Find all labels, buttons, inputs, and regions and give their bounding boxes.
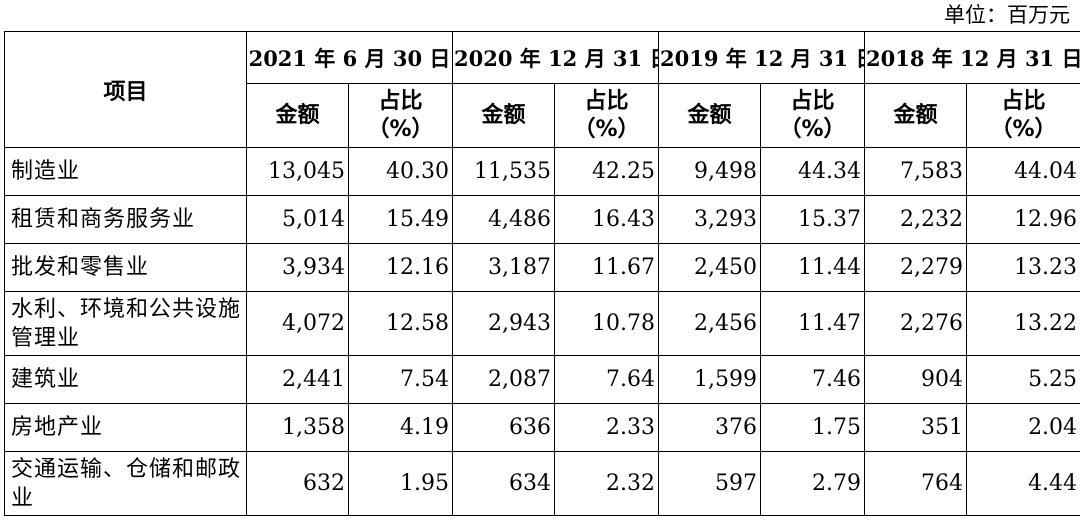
amount-cell: 597 xyxy=(658,451,762,516)
amount-header: 金额 xyxy=(452,83,555,148)
table-row: 批发和零售业 3,934 12.16 3,187 11.67 2,450 11.… xyxy=(4,243,1080,292)
ratio-cell: 2.33 xyxy=(553,403,660,452)
ratio-cell: 15.49 xyxy=(348,195,453,244)
amount-cell: 632 xyxy=(246,451,349,516)
amount-cell: 376 xyxy=(658,403,762,452)
ratio-header: 占比 （%） xyxy=(966,83,1080,148)
amount-cell: 904 xyxy=(864,355,968,404)
ratio-cell: 11.67 xyxy=(553,243,660,292)
ratio-cell: 4.44 xyxy=(966,451,1080,516)
industry-name: 水利、环境和公共设施管理业 xyxy=(4,291,247,356)
amount-cell: 2,279 xyxy=(864,243,968,292)
amount-cell: 2,087 xyxy=(452,355,555,404)
ratio-cell: 12.96 xyxy=(966,195,1080,244)
table-row: 房地产业 1,358 4.19 636 2.33 376 1.75 351 2.… xyxy=(4,403,1080,452)
ratio-cell: 13.22 xyxy=(966,291,1080,356)
amount-cell: 351 xyxy=(864,403,968,452)
ratio-cell: 10.78 xyxy=(553,291,660,356)
table-row: 建筑业 2,441 7.54 2,087 7.64 1,599 7.46 904… xyxy=(4,355,1080,404)
ratio-cell: 13.23 xyxy=(966,243,1080,292)
ratio-cell: 1.95 xyxy=(348,451,453,516)
amount-cell: 3,934 xyxy=(246,243,349,292)
amount-cell: 2,276 xyxy=(864,291,968,356)
industry-distribution-table: 项目 2021 年 6 月 30 日 2020 年 12 月 31 日 2019… xyxy=(4,31,1080,516)
table-row: 制造业 13,045 40.30 11,535 42.25 9,498 44.3… xyxy=(4,147,1080,196)
ratio-cell: 1.75 xyxy=(760,403,866,452)
amount-cell: 2,943 xyxy=(452,291,555,356)
industry-name: 批发和零售业 xyxy=(4,243,247,292)
industry-name: 制造业 xyxy=(4,147,247,196)
table-row: 交通运输、仓储和邮政业 632 1.95 634 2.32 597 2.79 7… xyxy=(4,451,1080,516)
amount-header: 金额 xyxy=(246,83,349,148)
ratio-cell: 42.25 xyxy=(553,147,660,196)
industry-name: 交通运输、仓储和邮政业 xyxy=(4,451,247,516)
amount-cell: 3,187 xyxy=(452,243,555,292)
date-header-2018-12-31: 2018 年 12 月 31 日 xyxy=(864,31,1080,84)
ratio-header: 占比 （%） xyxy=(760,83,866,148)
industry-name: 租赁和商务服务业 xyxy=(4,195,247,244)
amount-cell: 9,498 xyxy=(658,147,762,196)
ratio-cell: 11.44 xyxy=(760,243,866,292)
ratio-cell: 2.32 xyxy=(553,451,660,516)
table-row: 租赁和商务服务业 5,014 15.49 4,486 16.43 3,293 1… xyxy=(4,195,1080,244)
table-row: 水利、环境和公共设施管理业 4,072 12.58 2,943 10.78 2,… xyxy=(4,291,1080,356)
amount-header: 金额 xyxy=(864,83,968,148)
header-row-dates: 项目 2021 年 6 月 30 日 2020 年 12 月 31 日 2019… xyxy=(4,31,1080,148)
amount-cell: 1,358 xyxy=(246,403,349,452)
ratio-cell: 40.30 xyxy=(348,147,453,196)
date-header-2020-12-31: 2020 年 12 月 31 日 xyxy=(451,31,660,84)
amount-header: 金额 xyxy=(658,83,762,148)
amount-cell: 764 xyxy=(864,451,968,516)
ratio-cell: 7.46 xyxy=(760,355,866,404)
ratio-cell: 4.19 xyxy=(348,403,453,452)
ratio-header: 占比 （%） xyxy=(348,83,453,148)
amount-cell: 7,583 xyxy=(864,147,968,196)
ratio-cell: 5.25 xyxy=(966,355,1080,404)
amount-cell: 2,441 xyxy=(246,355,349,404)
ratio-cell: 2.04 xyxy=(966,403,1080,452)
ratio-cell: 7.54 xyxy=(348,355,453,404)
amount-cell: 636 xyxy=(452,403,555,452)
ratio-header: 占比 （%） xyxy=(553,83,660,148)
ratio-cell: 16.43 xyxy=(553,195,660,244)
amount-cell: 634 xyxy=(452,451,555,516)
unit-label: 单位：百万元 xyxy=(944,3,1070,27)
industry-name: 建筑业 xyxy=(4,355,247,404)
ratio-cell: 44.04 xyxy=(966,147,1080,196)
amount-cell: 13,045 xyxy=(246,147,349,196)
date-header-2019-12-31: 2019 年 12 月 31 日 xyxy=(658,31,866,84)
amount-cell: 3,293 xyxy=(658,195,762,244)
ratio-cell: 12.58 xyxy=(348,291,453,356)
ratio-cell: 15.37 xyxy=(760,195,866,244)
ratio-cell: 12.16 xyxy=(348,243,453,292)
item-header: 项目 xyxy=(4,31,247,148)
ratio-cell: 7.64 xyxy=(553,355,660,404)
amount-cell: 11,535 xyxy=(452,147,555,196)
amount-cell: 2,232 xyxy=(864,195,968,244)
amount-cell: 4,072 xyxy=(246,291,349,356)
ratio-cell: 11.47 xyxy=(760,291,866,356)
industry-name: 房地产业 xyxy=(4,403,247,452)
ratio-cell: 2.79 xyxy=(760,451,866,516)
date-header-2021-06-30: 2021 年 6 月 30 日 xyxy=(246,31,453,84)
amount-cell: 5,014 xyxy=(246,195,349,244)
amount-cell: 1,599 xyxy=(658,355,762,404)
amount-cell: 2,450 xyxy=(658,243,762,292)
amount-cell: 4,486 xyxy=(452,195,555,244)
ratio-cell: 44.34 xyxy=(760,147,866,196)
header-row-metrics: 金额 占比 （%） 金额 占比 （%） 金额 占比 （%） 金额 占比 （%） xyxy=(5,83,1080,148)
amount-cell: 2,456 xyxy=(658,291,762,356)
